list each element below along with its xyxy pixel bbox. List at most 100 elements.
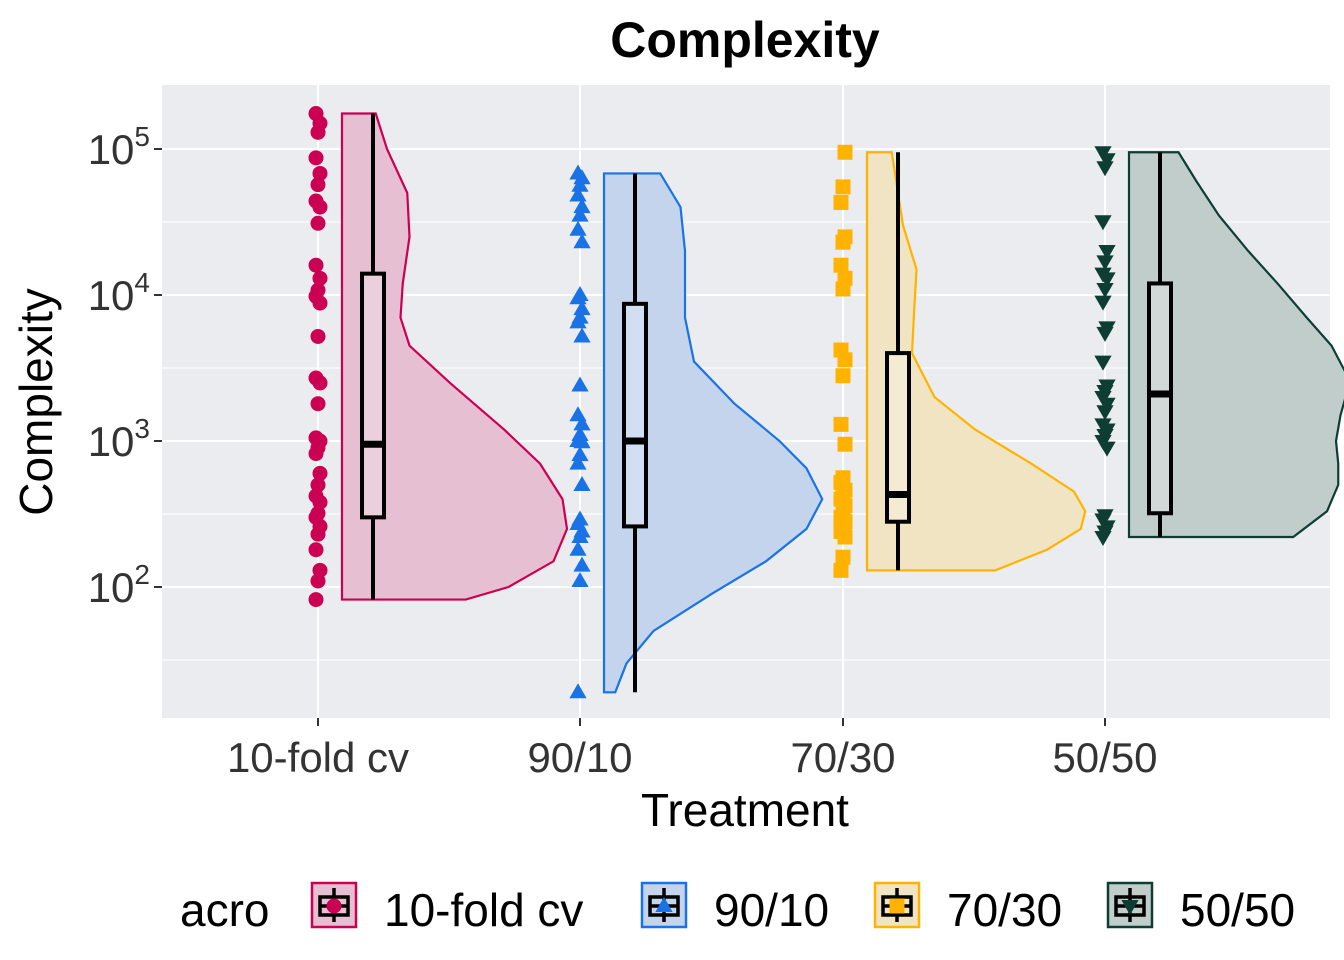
data-point (308, 370, 324, 386)
data-point (569, 454, 587, 470)
data-point (312, 562, 328, 578)
y-tick-label: 105 (88, 121, 150, 173)
x-tick-label: 90/10 (527, 734, 632, 781)
y-axis-title: Complexity (10, 288, 62, 516)
data-point (571, 286, 589, 301)
legend-key-marker (655, 897, 673, 912)
data-point (837, 436, 853, 452)
y-tick-base: 10 (88, 272, 135, 319)
data-point (573, 327, 591, 343)
data-point (1098, 379, 1116, 395)
data-point (569, 406, 587, 422)
data-point (312, 465, 328, 481)
data-point (1096, 509, 1114, 525)
box-iqr (622, 301, 648, 529)
data-point (837, 144, 853, 160)
data-point (573, 556, 591, 572)
x-tick-label: 70/30 (790, 734, 895, 781)
data-point (1094, 295, 1112, 311)
data-point (835, 179, 851, 195)
data-point (1096, 161, 1114, 177)
violin-half (340, 112, 569, 601)
series-group-2 (569, 164, 824, 699)
x-axis-ticks: 10-fold cv 90/10 70/30 50/50 (227, 718, 1158, 781)
y-tick-base: 10 (88, 564, 135, 611)
data-point (310, 477, 326, 493)
data-point (310, 396, 326, 412)
data-point (571, 206, 589, 222)
y-tick-label: 103 (88, 413, 150, 465)
data-point (835, 549, 851, 565)
data-point (571, 446, 589, 462)
data-point (833, 342, 849, 358)
legend-key-marker (889, 898, 905, 914)
legend-key-4 (1106, 881, 1154, 929)
data-point (308, 257, 324, 273)
data-point (310, 328, 326, 344)
data-point (569, 540, 587, 556)
data-point (1094, 215, 1112, 231)
legend-label: 50/50 (1180, 884, 1295, 936)
data-point (1094, 267, 1112, 283)
series-group-3 (833, 144, 1087, 578)
legend-title: acro (180, 884, 269, 936)
data-point (571, 571, 589, 587)
data-point (573, 233, 591, 249)
legend: acro 10-fold cv 90/10 70/30 50/50 (180, 881, 1295, 936)
x-tick-label: 50/50 (1052, 734, 1157, 781)
data-point (1094, 146, 1112, 162)
y-tick-exponent: 2 (134, 559, 150, 590)
data-point (1096, 255, 1114, 271)
data-point (569, 186, 587, 202)
data-point (1094, 355, 1112, 371)
y-tick-base: 10 (88, 126, 135, 173)
data-point (1098, 245, 1116, 261)
data-point (1098, 321, 1116, 337)
data-point (573, 300, 591, 316)
data-point (1096, 282, 1114, 298)
y-tick-exponent: 5 (134, 121, 150, 152)
data-point (308, 542, 324, 558)
data-point (573, 415, 591, 431)
data-point (833, 562, 849, 578)
box-iqr (1147, 281, 1173, 516)
chart-title: Complexity (610, 12, 880, 68)
data-point (310, 177, 326, 193)
x-tick-label: 10-fold cv (227, 734, 409, 781)
data-point (1096, 405, 1114, 421)
data-point (833, 257, 849, 273)
violin-half (865, 151, 1087, 572)
legend-key-1 (310, 881, 358, 929)
legend-key-3 (873, 881, 921, 929)
legend-label: 10-fold cv (384, 884, 583, 936)
data-point (571, 425, 589, 441)
series-group-1 (308, 106, 569, 608)
data-point (312, 270, 328, 286)
data-point (308, 488, 324, 504)
legend-key-2 (640, 881, 688, 929)
data-point (569, 220, 587, 236)
data-point (308, 106, 324, 122)
data-point (571, 376, 589, 392)
data-point (571, 308, 589, 324)
violin-half (602, 172, 824, 694)
y-tick-exponent: 4 (134, 267, 150, 298)
data-point (569, 683, 587, 699)
data-point (1094, 418, 1112, 434)
data-point (308, 592, 324, 608)
plot-layer (308, 106, 1344, 699)
data-point (573, 198, 591, 214)
data-point (835, 470, 851, 486)
y-tick-exponent: 3 (134, 413, 150, 444)
data-point (308, 430, 324, 446)
legend-label: 70/30 (947, 884, 1062, 936)
violin-half (1127, 151, 1344, 539)
data-point (308, 150, 324, 166)
data-point (571, 510, 589, 526)
box-iqr (885, 351, 911, 524)
y-tick-base: 10 (88, 418, 135, 465)
data-point (310, 282, 326, 298)
x-axis-title: Treatment (641, 784, 849, 836)
